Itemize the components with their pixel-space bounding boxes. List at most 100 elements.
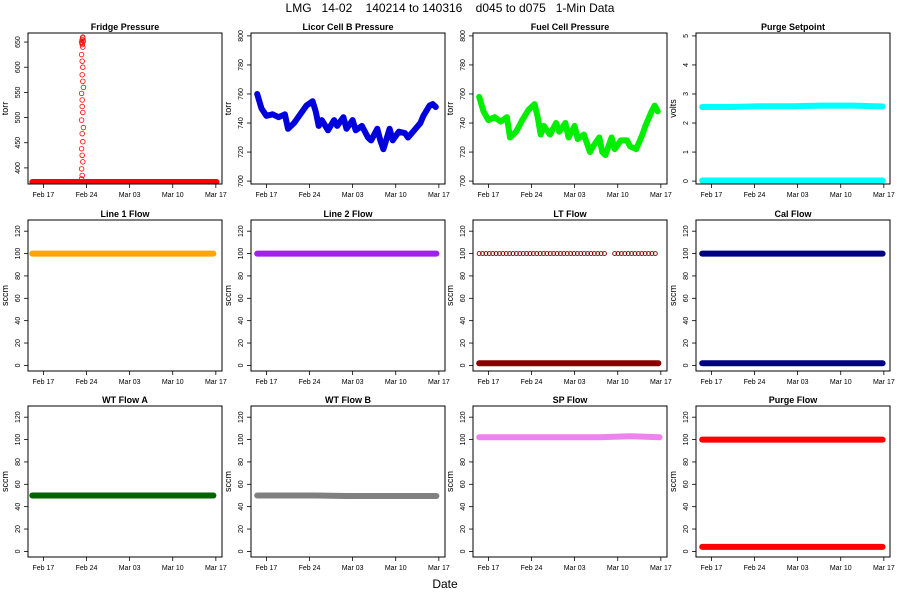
data-point: [625, 251, 631, 257]
y-tick-label: 20: [238, 525, 245, 533]
data-point: [517, 251, 523, 257]
data-point: [568, 251, 574, 257]
x-tick-label: Mar 03: [119, 565, 141, 572]
chart-panel: LT Flow 0 20 40 60 80 100 120 sccm Feb 17 Feb 24 Ma…: [445, 209, 672, 386]
x-tick-label: Mar 17: [205, 192, 227, 199]
data-point: [483, 251, 489, 257]
data-point: [79, 72, 85, 78]
y-tick-label: 720: [460, 146, 467, 158]
data-point: [612, 251, 618, 257]
x-tick-label: Feb 24: [76, 192, 98, 199]
x-tick-label: Mar 03: [564, 565, 586, 572]
data-point: [79, 152, 85, 159]
plot-frame: [27, 219, 223, 372]
data-point: [527, 251, 533, 257]
data-point: [480, 251, 485, 257]
data-point: [78, 166, 85, 172]
y-axis-label: torr: [445, 102, 455, 116]
data-layer: [699, 436, 886, 550]
x-tick-label: Mar 17: [205, 379, 227, 386]
data-point: [78, 176, 85, 182]
data-point: [537, 251, 543, 257]
data-point: [554, 251, 560, 257]
y-tick-label: 40: [460, 317, 467, 325]
y-tick-label: 80: [15, 458, 22, 466]
data-point: [79, 103, 85, 110]
x-tick-label: Mar 17: [650, 565, 672, 572]
y-tick-label: 60: [683, 480, 690, 488]
data-point: [497, 251, 502, 257]
x-tick-label: Feb 24: [299, 565, 321, 572]
y-tick-label: 120: [238, 411, 245, 423]
y-axis-label: sccm: [445, 285, 455, 306]
y-tick-label: 100: [15, 248, 22, 260]
x-tick-label: Feb 24: [744, 379, 766, 386]
y-tick-label: 80: [238, 272, 245, 280]
x-tick-label: Feb 24: [744, 192, 766, 199]
x-tick-label: Mar 10: [162, 565, 184, 572]
chart-panel: Fuel Cell Pressure 700 720 740 760 780 800 torr…: [445, 22, 672, 199]
x-tick-label: Mar 10: [830, 565, 852, 572]
data-point: [544, 251, 550, 257]
chart-panel: WT Flow B 0 20 40 60 80 100 120 sccm Feb 17 Feb 24…: [223, 395, 450, 572]
panel-title: Cal Flow: [774, 209, 812, 219]
panel-title: Line 2 Flow: [323, 209, 373, 219]
panel-title: Line 1 Flow: [100, 209, 150, 219]
plot-frame: [27, 32, 223, 185]
data-point: [649, 251, 655, 257]
data-point: [500, 251, 506, 257]
y-tick-label: 80: [460, 272, 467, 280]
x-tick-label: Mar 17: [873, 565, 895, 572]
data-point: [79, 58, 85, 64]
data-point: [510, 251, 516, 257]
data-point: [635, 251, 641, 257]
x-tick-label: Feb 24: [299, 379, 321, 386]
y-tick-label: 450: [15, 137, 22, 149]
data-point: [78, 39, 85, 45]
panel-title: WT Flow A: [102, 395, 148, 405]
data-point: [615, 251, 621, 257]
y-tick-label: 20: [683, 525, 690, 533]
data-point: [588, 251, 594, 257]
data-layer: [254, 91, 439, 153]
y-tick-label: 780: [460, 59, 467, 71]
chart-panel: WT Flow A 0 20 40 60 80 100 120 sccm Feb 17 Feb 24…: [0, 395, 227, 572]
x-tick-label: Feb 17: [32, 565, 54, 572]
x-tick-label: Mar 03: [787, 379, 809, 386]
y-tick-label: 40: [238, 317, 245, 325]
y-tick-label: 0: [238, 549, 245, 553]
y-tick-label: 700: [460, 175, 467, 187]
plot-frame: [472, 32, 668, 185]
data-point: [561, 251, 567, 257]
data-point: [629, 251, 635, 257]
x-tick-label: Mar 03: [787, 192, 809, 199]
y-axis-label: sccm: [223, 471, 233, 492]
y-tick-label: 0: [15, 549, 22, 553]
data-point: [632, 251, 638, 257]
y-tick-label: 720: [238, 146, 245, 158]
x-tick-label: Feb 24: [744, 565, 766, 572]
y-tick-label: 40: [683, 317, 690, 325]
data-layer: [476, 251, 662, 367]
y-tick-label: 60: [238, 294, 245, 302]
y-axis-label: sccm: [223, 285, 233, 306]
data-point: [80, 109, 86, 116]
y-axis-label: sccm: [0, 471, 10, 492]
y-tick-label: 500: [15, 112, 22, 124]
y-tick-label: 740: [238, 117, 245, 129]
data-point: [486, 251, 492, 257]
data-point: [78, 146, 85, 152]
y-tick-label: 100: [238, 434, 245, 446]
x-tick-label: Mar 17: [650, 192, 672, 199]
x-tick-label: Mar 10: [162, 379, 184, 386]
y-axis-label: sccm: [668, 471, 678, 492]
data-point: [585, 251, 591, 257]
data-point: [618, 251, 624, 257]
x-tick-label: Mar 10: [607, 565, 629, 572]
data-point: [503, 251, 509, 257]
x-tick-label: Feb 17: [32, 192, 54, 199]
y-tick-label: 0: [683, 363, 690, 367]
y-tick-label: 100: [683, 434, 690, 446]
y-tick-label: 20: [460, 525, 467, 533]
panel-title: Licor Cell B Pressure: [302, 22, 393, 32]
